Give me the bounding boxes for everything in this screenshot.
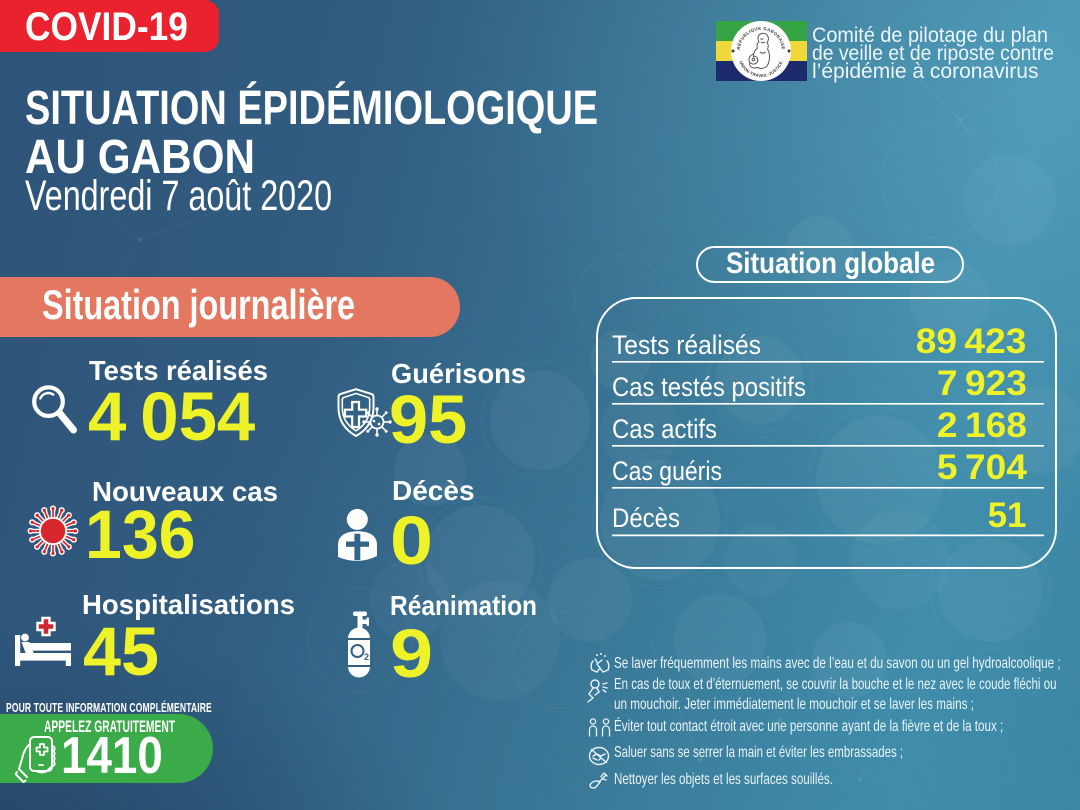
svg-text:2: 2 <box>364 652 369 662</box>
